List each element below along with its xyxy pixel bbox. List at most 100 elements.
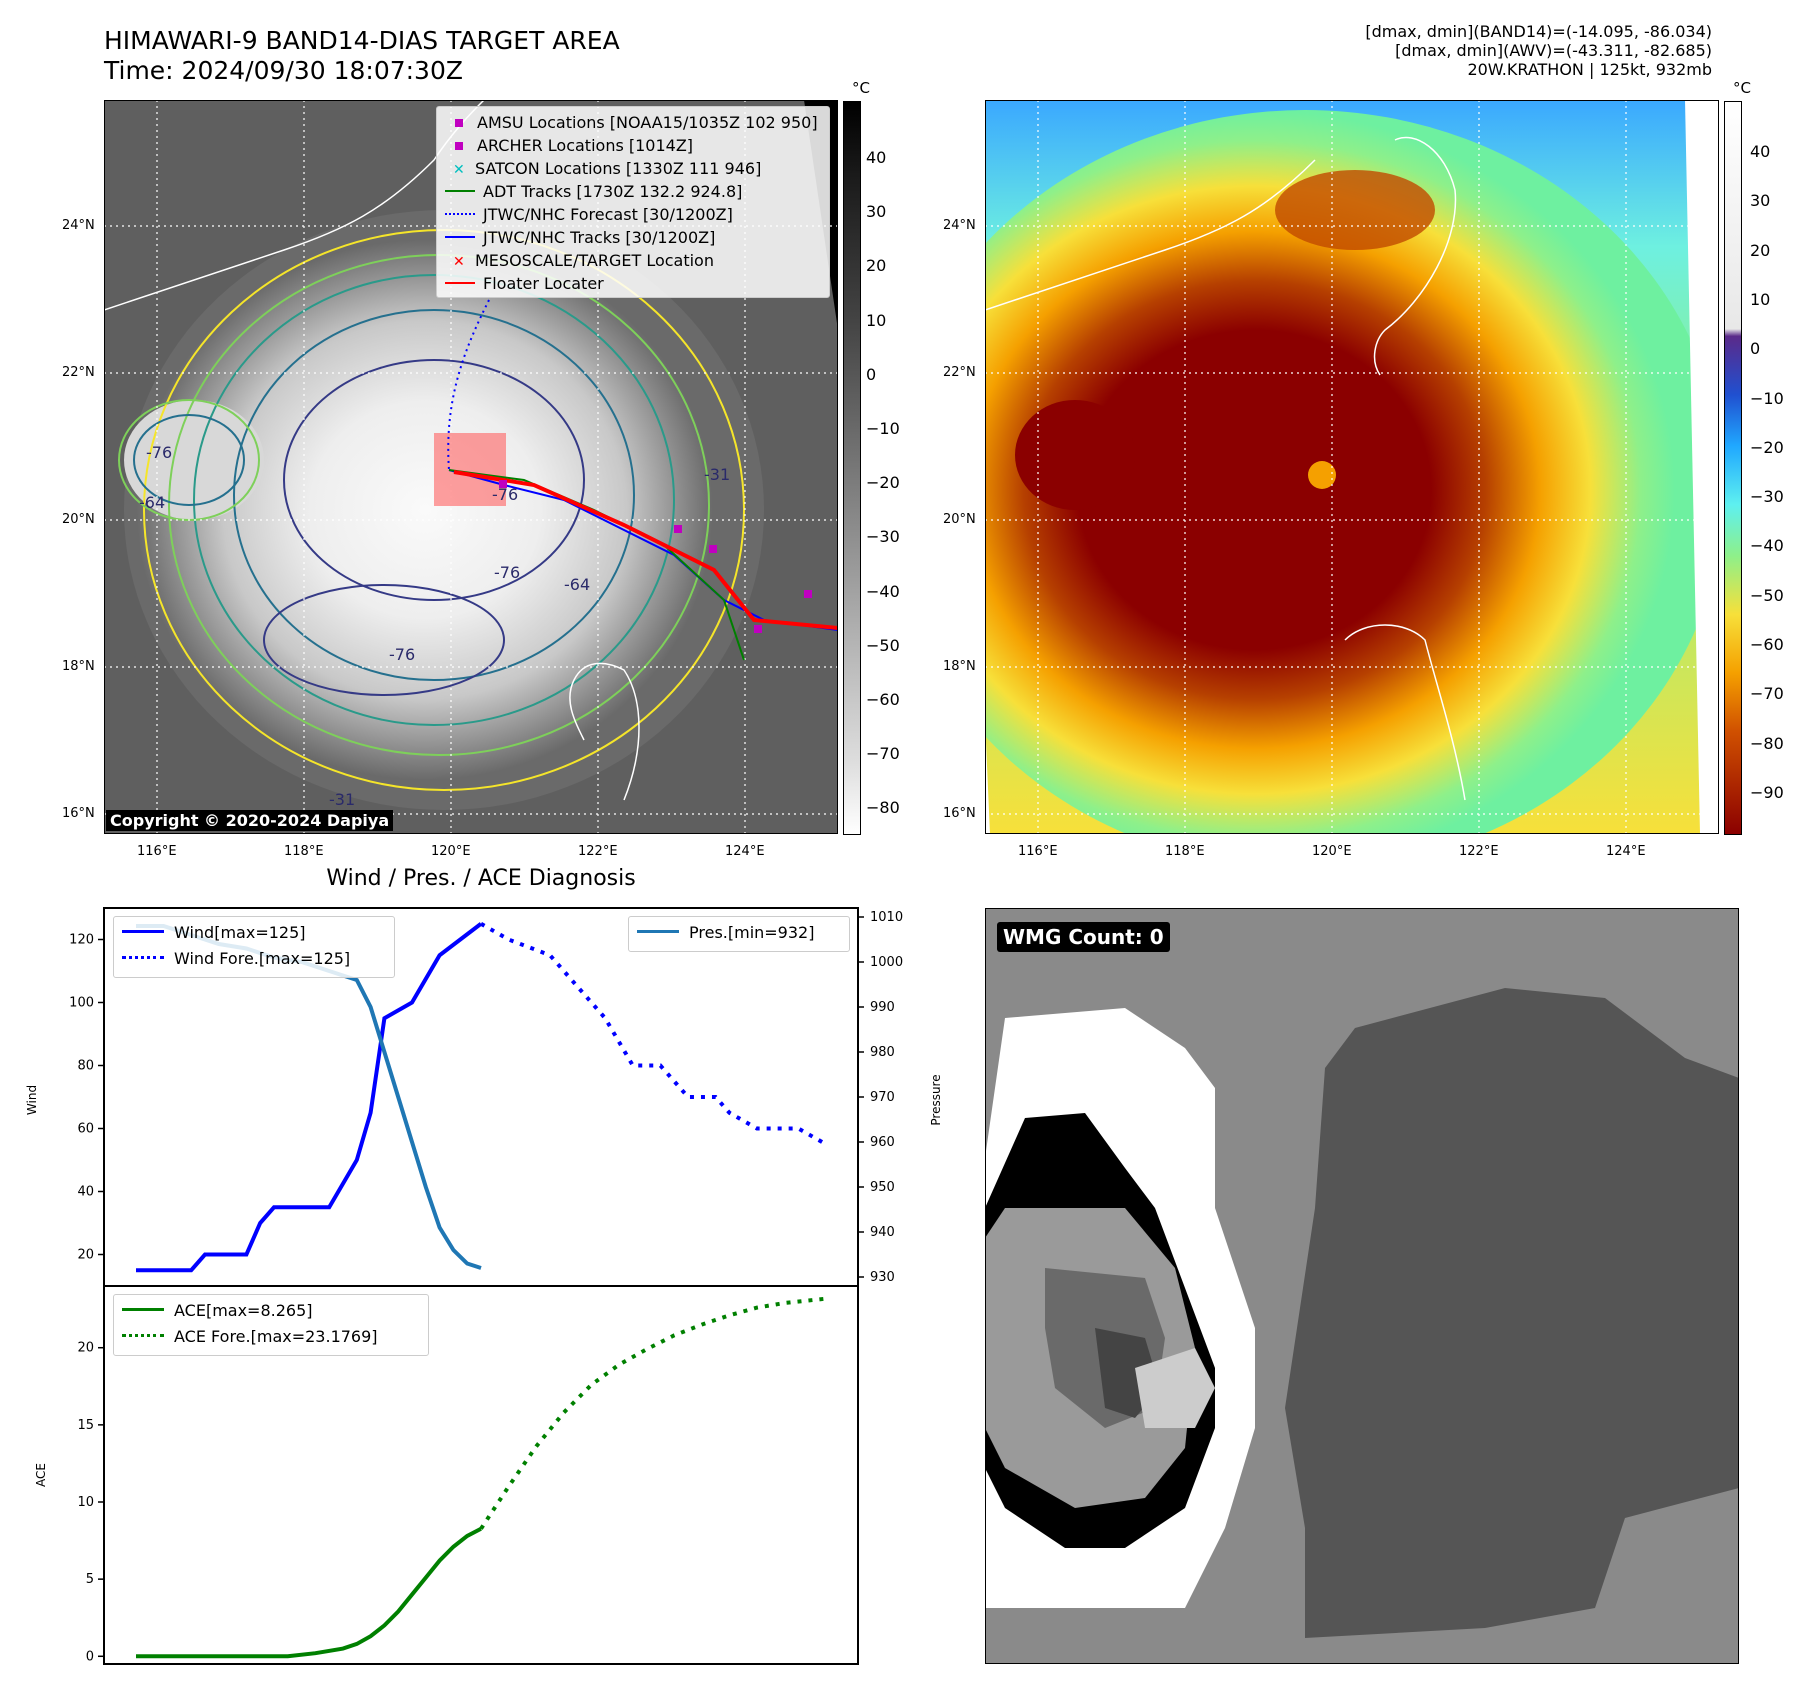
- legend-adt: ADT Tracks [1730Z 132.2 924.8]: [445, 182, 742, 201]
- ace-tick-label: 0: [86, 1649, 94, 1664]
- wind-tick-label: 80: [77, 1059, 94, 1074]
- legend-tracks: JTWC/NHC Tracks [30/1200Z]: [445, 228, 715, 247]
- wind-tick-label: 60: [77, 1122, 94, 1137]
- colorbar-tick-label: −20: [866, 473, 900, 493]
- legend-target: ✕ MESOSCALE/TARGET Location: [453, 251, 714, 270]
- awv-colorbar: [1724, 101, 1742, 835]
- colorbar-tick-label: 40: [866, 148, 887, 167]
- legend-ace-forecast: ACE Fore.[max=23.1769]: [122, 1327, 378, 1346]
- ace-axis-label: ACE: [34, 1463, 48, 1487]
- wmg-panel: [985, 908, 1739, 1664]
- colorbar-tick-label: 30: [866, 202, 887, 222]
- colorbar-tick-label: 40: [1750, 142, 1771, 161]
- wind-legend: Wind[max=125] Wind Fore.[max=125]: [113, 916, 395, 978]
- colorbar-tick-label: −80: [1750, 733, 1784, 753]
- colorbar-tick-label: −40: [1750, 536, 1784, 556]
- figure-title: HIMAWARI-9 BAND14-DIAS TARGET AREA Time:…: [104, 26, 620, 86]
- line-marker-icon: [445, 190, 475, 192]
- pressure-tick-label: 940: [870, 1225, 895, 1240]
- contour-label: -64: [139, 493, 165, 512]
- colorbar-tick-label: −90: [1750, 782, 1784, 802]
- map-legend: AMSU Locations [NOAA15/1035Z 102 950] AR…: [436, 106, 830, 298]
- contour-label: -76: [389, 645, 415, 664]
- lon-tick-label: 122°E: [1459, 844, 1499, 859]
- lat-tick-label: 20°N: [62, 512, 95, 527]
- pressure-tick-label: 1010: [870, 910, 903, 925]
- storm-info: [dmax, dmin](BAND14)=(-14.095, -86.034) …: [1365, 22, 1712, 79]
- pressure-legend: Pres.[min=932]: [628, 916, 850, 952]
- awv-map-panel: [985, 100, 1719, 834]
- lat-tick-label: 22°N: [62, 365, 95, 380]
- legend-wind: Wind[max=125]: [122, 923, 306, 942]
- info-line-1: [dmax, dmin](BAND14)=(-14.095, -86.034): [1365, 22, 1712, 41]
- legend-floater: Floater Locater: [445, 274, 604, 293]
- ace-tick-label: 15: [77, 1418, 94, 1433]
- lat-tick-label: 20°N: [943, 512, 976, 527]
- lat-tick-label: 24°N: [943, 218, 976, 233]
- wmg-count-badge: WMG Count: 0: [997, 922, 1170, 952]
- colorbar-tick-label: 0: [866, 364, 877, 384]
- x-marker-icon: ✕: [453, 162, 465, 178]
- eye: [1308, 461, 1336, 489]
- info-line-2: [dmax, dmin](AWV)=(-43.311, -82.685): [1395, 41, 1712, 60]
- right-colorbar-unit: °C: [1733, 79, 1751, 97]
- wind-tick-label: 20: [77, 1248, 94, 1263]
- legend-ace: ACE[max=8.265]: [122, 1301, 313, 1320]
- colorbar-tick-label: −40: [866, 581, 900, 601]
- colorbar-tick-label: −50: [1750, 585, 1784, 605]
- lat-tick-label: 18°N: [62, 659, 95, 674]
- ace-legend: ACE[max=8.265] ACE Fore.[max=23.1769]: [113, 1294, 429, 1356]
- colorbar-tick-label: −20: [1750, 437, 1784, 457]
- lon-tick-label: 116°E: [137, 844, 177, 859]
- contour-label: -76: [492, 485, 518, 504]
- pressure-tick-label: 990: [870, 1000, 895, 1015]
- square-marker-icon: [455, 142, 463, 150]
- colorbar-tick-label: −30: [1750, 487, 1784, 507]
- series-line-ace-forecast: [479, 1296, 827, 1530]
- colorbar-tick-label: −50: [866, 635, 900, 655]
- legend-satcon: ✕ SATCON Locations [1330Z 111 946]: [453, 159, 762, 178]
- diagnosis-title: Wind / Pres. / ACE Diagnosis: [326, 866, 636, 891]
- line-marker-icon: [637, 930, 679, 933]
- colorbar-tick-label: −80: [866, 798, 900, 818]
- colorbar-tick-label: −10: [866, 419, 900, 438]
- ace-plot-frame: [103, 1285, 859, 1665]
- colorbar-tick-label: −30: [866, 527, 900, 547]
- target-area-box: [434, 433, 506, 506]
- lon-tick-label: 120°E: [431, 844, 471, 859]
- series-line-ace: [136, 1526, 482, 1659]
- lat-tick-label: 18°N: [943, 659, 976, 674]
- lon-tick-label: 124°E: [1606, 844, 1646, 859]
- colorbar-tick-label: −60: [866, 690, 900, 709]
- colorbar-tick-label: 20: [866, 256, 887, 276]
- title-line-2: Time: 2024/09/30 18:07:30Z: [104, 56, 463, 85]
- colorbar-tick-label: 20: [1750, 240, 1771, 260]
- colorbar-tick-label: −70: [1750, 684, 1784, 704]
- legend-wind-forecast: Wind Fore.[max=125]: [122, 949, 350, 968]
- wmg-dark-region: [1285, 988, 1739, 1638]
- pressure-tick-label: 960: [870, 1135, 895, 1150]
- legend-pressure: Pres.[min=932]: [637, 923, 814, 942]
- info-line-3: 20W.KRATHON | 125kt, 932mb: [1467, 60, 1712, 79]
- line-marker-icon: [122, 1308, 164, 1311]
- contour-label: -31: [704, 465, 730, 484]
- pressure-tick-label: 1000: [870, 955, 903, 970]
- pressure-tick-label: 970: [870, 1090, 895, 1105]
- contour-label: -31: [329, 790, 355, 809]
- colorbar-tick-label: −70: [866, 744, 900, 764]
- lon-tick-label: 118°E: [284, 844, 324, 859]
- lon-tick-label: 118°E: [1165, 844, 1205, 859]
- dotted-line-icon: [122, 956, 164, 959]
- pressure-tick-label: 950: [870, 1180, 895, 1195]
- colorbar-tick-label: 0: [1750, 339, 1761, 359]
- contour-label: -76: [146, 443, 172, 462]
- lon-tick-label: 122°E: [578, 844, 618, 859]
- pressure-tick-label: 980: [870, 1045, 895, 1060]
- ir-colorbar: [843, 101, 861, 835]
- lat-tick-label: 22°N: [943, 365, 976, 380]
- wind-tick-label: 100: [69, 996, 94, 1011]
- colorbar-tick-label: 10: [866, 310, 887, 330]
- colorbar-tick-label: −60: [1750, 635, 1784, 654]
- line-marker-icon: [122, 930, 164, 933]
- pressure-axis-label: Pressure: [929, 1074, 943, 1125]
